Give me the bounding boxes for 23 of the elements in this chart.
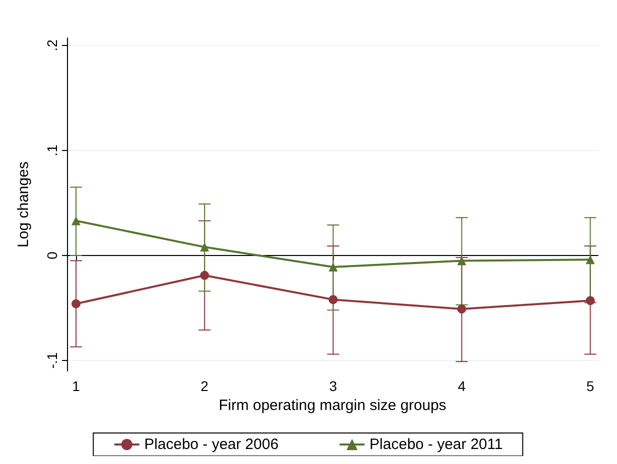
point — [586, 296, 595, 306]
point — [328, 295, 338, 304]
y-tick-label: -.1 — [44, 352, 60, 369]
x-tick-label: 1 — [72, 378, 80, 394]
x-axis-title: Firm operating margin size groups — [218, 396, 446, 414]
point — [200, 270, 210, 280]
legend-label: Placebo - year 2011 — [370, 436, 503, 453]
x-tick-label: 2 — [200, 378, 209, 394]
x-tick-label: 3 — [329, 378, 338, 394]
point — [328, 262, 338, 272]
point — [457, 304, 466, 314]
x-tick-label: 4 — [458, 378, 466, 394]
point — [586, 255, 595, 264]
x-tick-label: 5 — [586, 378, 594, 394]
legend-label: Placebo - year 2006 — [144, 436, 279, 453]
y-tick-label: .1 — [44, 144, 60, 156]
y-tick-label: 0 — [44, 251, 60, 260]
point — [72, 216, 80, 226]
y-tick-label: .2 — [44, 39, 60, 52]
point — [72, 299, 80, 308]
y-axis-title: Log changes — [15, 162, 32, 248]
point — [457, 256, 466, 266]
point — [200, 242, 210, 252]
